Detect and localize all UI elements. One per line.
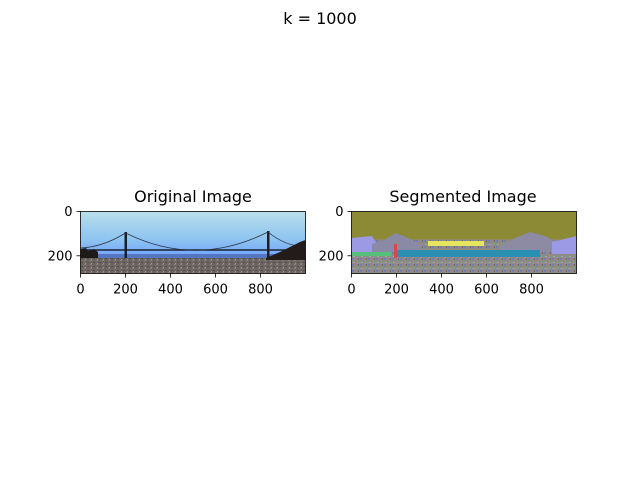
ytick-label-original: 200 <box>48 249 73 264</box>
xtick-label-original: 800 <box>248 283 273 298</box>
ytick-label-segmented: 200 <box>319 249 344 264</box>
axes-frame-segmented <box>351 211 577 274</box>
original-image <box>80 211 306 274</box>
xtick-label-segmented: 800 <box>519 283 544 298</box>
segmented-image <box>351 211 577 274</box>
xtick-label-segmented: 200 <box>384 283 409 298</box>
axes-title-segmented: Segmented Image <box>389 187 536 206</box>
xtick-label-segmented: 0 <box>347 283 355 298</box>
xtick-label-segmented: 600 <box>474 283 499 298</box>
ytick-label-original: 0 <box>64 205 72 220</box>
axes-segmented: Segmented Image <box>319 187 577 298</box>
axes-frame-original <box>80 211 306 274</box>
xtick-label-original: 0 <box>76 283 84 298</box>
axes-original: Original Image <box>48 187 306 298</box>
xtick-label-original: 200 <box>113 283 138 298</box>
xtick-label-segmented: 400 <box>429 283 454 298</box>
figure-suptitle: k = 1000 <box>283 9 357 28</box>
ytick-label-segmented: 0 <box>335 205 343 220</box>
xtick-label-original: 400 <box>158 283 183 298</box>
xtick-label-original: 600 <box>203 283 228 298</box>
axes-title-original: Original Image <box>134 187 252 206</box>
